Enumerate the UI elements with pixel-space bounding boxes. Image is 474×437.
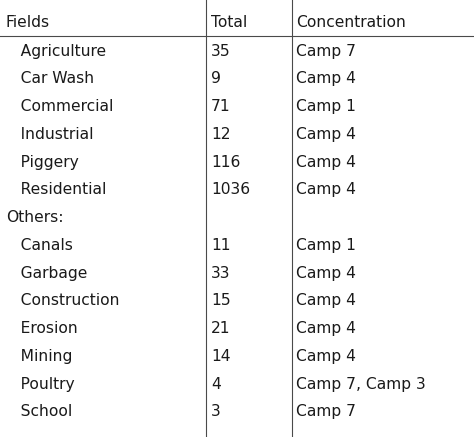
Text: Camp 4: Camp 4 [296, 71, 356, 87]
Text: 1036: 1036 [211, 183, 250, 198]
Text: 71: 71 [211, 99, 230, 114]
Text: 35: 35 [211, 44, 231, 59]
Text: Industrial: Industrial [6, 127, 93, 142]
Text: Concentration: Concentration [296, 15, 406, 30]
Text: Camp 4: Camp 4 [296, 294, 356, 309]
Text: 11: 11 [211, 238, 230, 253]
Text: Camp 4: Camp 4 [296, 155, 356, 170]
Text: Mining: Mining [6, 349, 72, 364]
Text: Canals: Canals [6, 238, 73, 253]
Text: Garbage: Garbage [6, 266, 87, 281]
Text: Camp 7: Camp 7 [296, 405, 356, 420]
Text: 21: 21 [211, 321, 230, 336]
Text: Fields: Fields [6, 15, 50, 30]
Text: 9: 9 [211, 71, 221, 87]
Text: 14: 14 [211, 349, 230, 364]
Text: Camp 7: Camp 7 [296, 44, 356, 59]
Text: 116: 116 [211, 155, 240, 170]
Text: Camp 1: Camp 1 [296, 99, 356, 114]
Text: Others:: Others: [6, 210, 63, 225]
Text: Agriculture: Agriculture [6, 44, 106, 59]
Text: 4: 4 [211, 377, 221, 392]
Text: School: School [6, 405, 72, 420]
Text: Car Wash: Car Wash [6, 71, 94, 87]
Text: Erosion: Erosion [6, 321, 77, 336]
Text: Poultry: Poultry [6, 377, 74, 392]
Text: 15: 15 [211, 294, 231, 309]
Text: Total: Total [211, 15, 247, 30]
Text: Residential: Residential [6, 183, 106, 198]
Text: Camp 4: Camp 4 [296, 127, 356, 142]
Text: Camp 7, Camp 3: Camp 7, Camp 3 [296, 377, 426, 392]
Text: Camp 4: Camp 4 [296, 266, 356, 281]
Text: 33: 33 [211, 266, 230, 281]
Text: 3: 3 [211, 405, 221, 420]
Text: 12: 12 [211, 127, 230, 142]
Text: Piggery: Piggery [6, 155, 78, 170]
Text: Camp 4: Camp 4 [296, 321, 356, 336]
Text: Camp 1: Camp 1 [296, 238, 356, 253]
Text: Commercial: Commercial [6, 99, 113, 114]
Text: Construction: Construction [6, 294, 119, 309]
Text: Camp 4: Camp 4 [296, 349, 356, 364]
Text: Camp 4: Camp 4 [296, 183, 356, 198]
